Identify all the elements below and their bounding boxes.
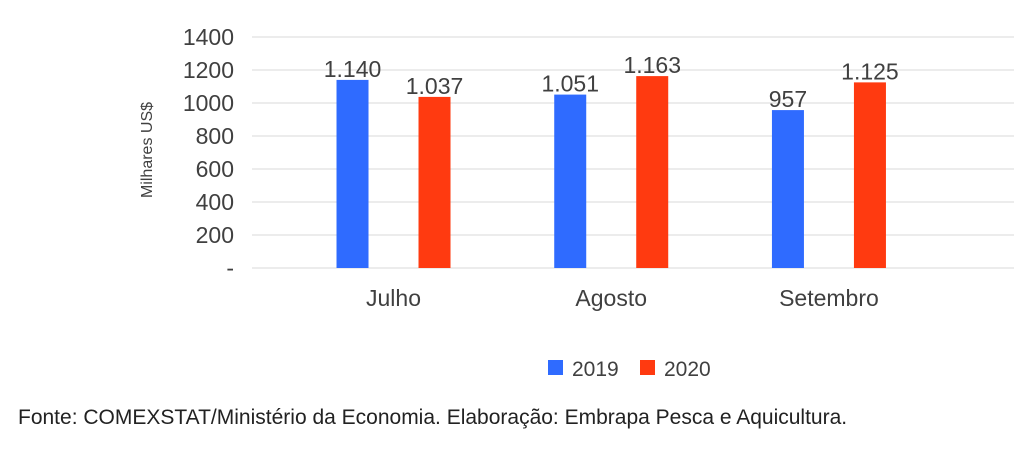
y-tick-label: 1400 xyxy=(183,24,234,50)
bar-chart: - 200 400 600 800 1000 1200 1400 1.140 1.037 1.05… xyxy=(139,24,1014,381)
bar-2020-Agosto xyxy=(636,76,669,268)
bars xyxy=(336,76,886,269)
x-tick-label: Setembro xyxy=(779,285,879,311)
bar-data-labels: 1.140 1.037 1.051 1.163 957 1.125 xyxy=(324,52,899,112)
gridlines xyxy=(252,36,1014,269)
bar-2019-Julho xyxy=(336,79,369,269)
bar-2020-Setembro xyxy=(853,82,886,268)
bar-data-label: 1.125 xyxy=(841,58,899,84)
x-tick-label: Julho xyxy=(366,285,421,311)
source-note: Fonte: COMEXSTAT/Ministério da Economia.… xyxy=(18,406,848,429)
bar-2019-Setembro xyxy=(771,110,804,268)
y-tick-label: 800 xyxy=(196,123,234,149)
bar-2020-Julho xyxy=(418,96,451,269)
y-tick-label: 1000 xyxy=(183,90,234,116)
y-tick-label: 600 xyxy=(196,156,234,182)
bar-data-label: 1.140 xyxy=(324,56,382,82)
x-axis-ticks: Julho Agosto Setembro xyxy=(366,285,879,311)
y-tick-label: - xyxy=(226,255,234,281)
y-axis-label: Milhares US$ xyxy=(139,102,156,198)
legend-label: 2020 xyxy=(664,358,711,381)
bar-data-label: 957 xyxy=(769,86,807,112)
legend-swatch-2019 xyxy=(548,360,563,375)
legend-label: 2019 xyxy=(572,358,619,381)
bar-2019-Agosto xyxy=(554,94,587,269)
legend-swatch-2020 xyxy=(640,360,655,375)
y-tick-label: 1200 xyxy=(183,57,234,83)
x-tick-label: Agosto xyxy=(575,285,647,311)
bar-data-label: 1.037 xyxy=(406,73,464,99)
y-axis-ticks: - 200 400 600 800 1000 1200 1400 xyxy=(183,24,234,281)
bar-data-label: 1.051 xyxy=(541,71,599,97)
y-tick-label: 200 xyxy=(196,222,234,248)
bar-data-label: 1.163 xyxy=(623,52,681,78)
legend: 2019 2020 xyxy=(548,358,711,381)
y-tick-label: 400 xyxy=(196,189,234,215)
